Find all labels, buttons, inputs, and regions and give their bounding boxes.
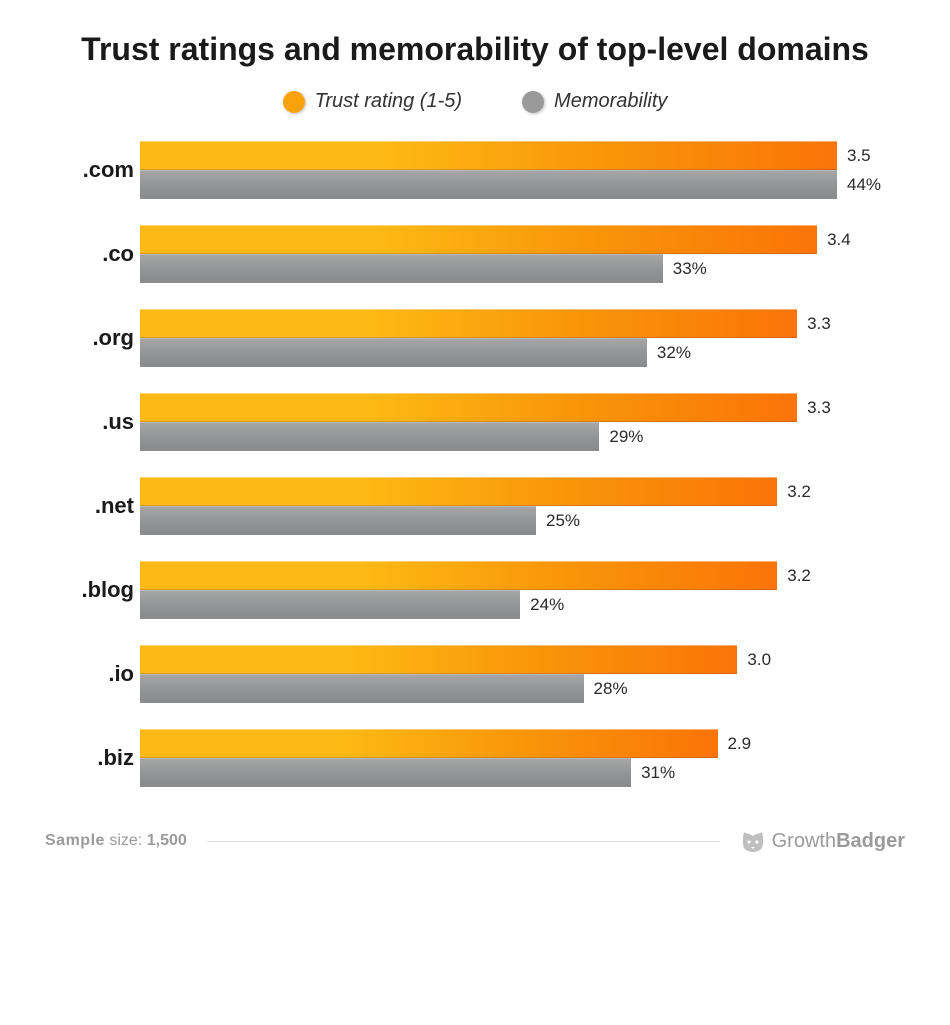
memorability-bar <box>140 422 599 451</box>
legend-label-memorability: Memorability <box>554 90 667 113</box>
legend-label-trust: Trust rating (1-5) <box>315 90 462 113</box>
trust-bar-line: 3.2 <box>140 561 905 590</box>
bars-area: 3.0 28% <box>140 645 905 703</box>
brand: GrowthBadger <box>740 829 905 853</box>
memorability-bar-line: 28% <box>140 674 905 703</box>
trust-value: 3.3 <box>797 398 831 418</box>
trust-bar <box>140 393 797 422</box>
chart-container: Trust ratings and memorability of top-le… <box>0 0 950 807</box>
domain-label: .com <box>45 157 140 183</box>
memorability-value: 29% <box>599 427 643 447</box>
domain-row: .io 3.0 28% <box>45 645 905 703</box>
memorability-bar-line: 24% <box>140 590 905 619</box>
domain-row: .net 3.2 25% <box>45 477 905 535</box>
bars-area: 3.544% <box>140 141 905 199</box>
memorability-bar <box>140 674 584 703</box>
trust-bar <box>140 729 718 758</box>
legend-item-trust: Trust rating (1-5) <box>283 90 462 113</box>
trust-bar-line: 2.9 <box>140 729 905 758</box>
memorability-value: 44% <box>837 175 881 195</box>
memorability-bar-line: 32% <box>140 338 905 367</box>
trust-bar <box>140 561 777 590</box>
sample-label: Sample <box>45 832 105 849</box>
trust-bar <box>140 141 837 170</box>
bars-area: 3.2 24% <box>140 561 905 619</box>
domain-label: .org <box>45 325 140 351</box>
chart-title: Trust ratings and memorability of top-le… <box>45 30 905 68</box>
trust-bar <box>140 477 777 506</box>
domain-row: .org 3.3 32% <box>45 309 905 367</box>
bars-area: 3.2 25% <box>140 477 905 535</box>
bars-area: 3.4 33% <box>140 225 905 283</box>
memorability-bar-line: 29% <box>140 422 905 451</box>
trust-value: 3.0 <box>737 650 771 670</box>
badger-icon <box>740 829 766 853</box>
memorability-value: 33% <box>663 259 707 279</box>
domain-row: .blog 3.2 24% <box>45 561 905 619</box>
memorability-bar-line: 25% <box>140 506 905 535</box>
domain-label: .co <box>45 241 140 267</box>
trust-bar-line: 3.0 <box>140 645 905 674</box>
memorability-bar <box>140 170 837 199</box>
memorability-bar-line: 44% <box>140 170 905 199</box>
memorability-value: 28% <box>584 679 628 699</box>
memorability-bar-line: 33% <box>140 254 905 283</box>
sample-value: 1,500 <box>147 832 187 849</box>
trust-value: 2.9 <box>718 734 752 754</box>
legend-dot-memorability <box>522 91 544 113</box>
bars-area: 3.3 32% <box>140 309 905 367</box>
memorability-value: 31% <box>631 763 675 783</box>
brand-part2: Badger <box>836 830 905 852</box>
trust-value: 3.4 <box>817 230 851 250</box>
domain-row: .com3.544% <box>45 141 905 199</box>
domain-row: .biz 2.9 31% <box>45 729 905 787</box>
domain-label: .io <box>45 661 140 687</box>
sample-size: Sample size: 1,500 <box>45 832 187 850</box>
domain-label: .net <box>45 493 140 519</box>
domain-label: .us <box>45 409 140 435</box>
chart-rows: .com3.544%.co3.433%.org3.332%.us3.329%.n… <box>45 141 905 787</box>
domain-label: .blog <box>45 577 140 603</box>
memorability-bar <box>140 254 663 283</box>
trust-bar-line: 3.4 <box>140 225 905 254</box>
trust-bar-line: 3.3 <box>140 309 905 338</box>
trust-bar <box>140 645 737 674</box>
legend-item-memorability: Memorability <box>522 90 667 113</box>
memorability-bar <box>140 590 520 619</box>
trust-bar <box>140 225 817 254</box>
memorability-bar-line: 31% <box>140 758 905 787</box>
trust-value: 3.3 <box>797 314 831 334</box>
memorability-value: 24% <box>520 595 564 615</box>
bars-area: 2.9 31% <box>140 729 905 787</box>
memorability-bar <box>140 758 631 787</box>
trust-bar-line: 3.3 <box>140 393 905 422</box>
memorability-bar <box>140 338 647 367</box>
legend-dot-trust <box>283 91 305 113</box>
domain-row: .us 3.3 29% <box>45 393 905 451</box>
sample-suffix: size: <box>105 832 147 849</box>
trust-bar <box>140 309 797 338</box>
trust-bar-line: 3.2 <box>140 477 905 506</box>
domain-row: .co 3.4 33% <box>45 225 905 283</box>
memorability-bar <box>140 506 536 535</box>
legend: Trust rating (1-5) Memorability <box>45 90 905 113</box>
brand-text: GrowthBadger <box>772 830 905 853</box>
trust-value: 3.2 <box>777 482 811 502</box>
chart-footer: Sample size: 1,500 GrowthBadger <box>0 829 950 853</box>
trust-value: 3.2 <box>777 566 811 586</box>
domain-label: .biz <box>45 745 140 771</box>
footer-divider <box>207 841 720 842</box>
trust-value: 3.5 <box>837 146 871 166</box>
trust-bar-line: 3.5 <box>140 141 905 170</box>
bars-area: 3.3 29% <box>140 393 905 451</box>
memorability-value: 32% <box>647 343 691 363</box>
memorability-value: 25% <box>536 511 580 531</box>
brand-part1: Growth <box>772 830 836 852</box>
